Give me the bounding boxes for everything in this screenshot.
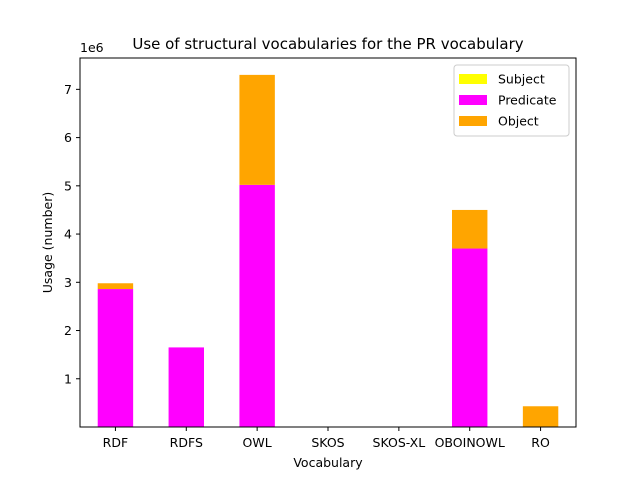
legend-swatch-object xyxy=(459,116,487,126)
y-tick-label: 7 xyxy=(64,82,72,97)
x-tick-label: RO xyxy=(531,435,550,450)
legend-label-subject: Subject xyxy=(498,72,545,87)
bar-object-ro xyxy=(522,406,559,427)
legend-label-predicate: Predicate xyxy=(498,93,557,108)
x-tick-label: OBOINOWL xyxy=(435,435,505,450)
bar-object-oboinowl xyxy=(452,209,488,249)
x-tick-label: RDF xyxy=(103,435,129,450)
bars-group xyxy=(97,74,559,427)
y-axis-label: Usage (number) xyxy=(40,192,55,293)
y-tick-label: 1 xyxy=(64,371,72,386)
x-tick-label: SKOS xyxy=(311,435,344,450)
y-ticks: 1 2 3 4 5 6 7 xyxy=(64,82,80,386)
bar-object-owl xyxy=(239,74,275,185)
legend: Subject Predicate Object xyxy=(453,64,570,137)
x-tick-label: RDFS xyxy=(170,435,203,450)
x-ticks: RDF RDFS OWL SKOS SKOS-XL OBOINOWL RO xyxy=(103,427,550,450)
chart-title: Use of structural vocabularies for the P… xyxy=(132,35,523,53)
plot-frame xyxy=(79,57,577,428)
y-scale-label: 1e6 xyxy=(80,40,104,55)
bar-object-rdf xyxy=(97,283,134,290)
x-tick-label: OWL xyxy=(243,435,272,450)
bar-predicate-oboinowl xyxy=(452,248,488,427)
legend-label-object: Object xyxy=(498,114,539,129)
y-tick-label: 2 xyxy=(64,323,72,338)
y-tick-label: 4 xyxy=(64,227,72,242)
y-tick-label: 3 xyxy=(64,275,72,290)
bar-predicate-rdf xyxy=(97,289,134,427)
bar-predicate-owl xyxy=(239,184,275,427)
x-tick-label: SKOS-XL xyxy=(373,435,426,450)
legend-swatch-predicate xyxy=(459,95,487,105)
y-tick-label: 6 xyxy=(64,130,72,145)
legend-swatch-subject xyxy=(459,74,487,84)
y-tick-label: 5 xyxy=(64,178,72,193)
bar-predicate-rdfs xyxy=(168,347,204,427)
x-axis-label: Vocabulary xyxy=(293,455,363,470)
